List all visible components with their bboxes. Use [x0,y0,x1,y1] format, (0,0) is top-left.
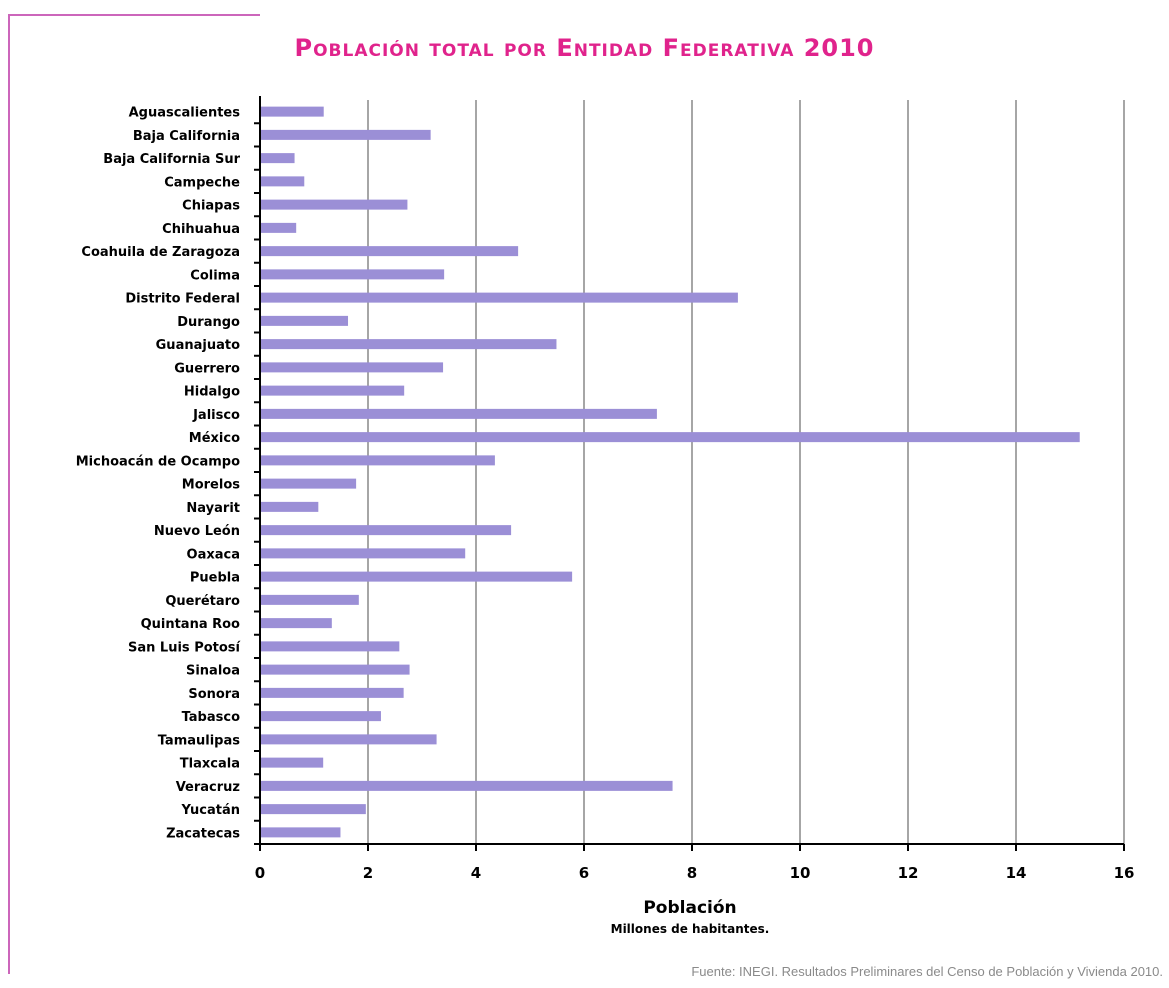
bar-6 [261,246,519,257]
bar-30 [261,804,366,815]
bar-8 [261,292,738,303]
source-note: Fuente: INEGI. Resultados Preliminares d… [691,964,1163,979]
x-tick-label-16: 16 [1114,864,1135,882]
x-tick-labels: 0 2 4 6 8 10 12 14 16 [255,864,1135,882]
category-label-18: Nuevo León [154,524,240,539]
x-axis-subtitle: Millones de habitantes. [610,922,770,936]
chart-title: Población total por Entidad Federativa 2… [294,34,875,62]
bar-13 [261,408,657,419]
bar-15 [261,455,495,466]
category-label-2: Baja California Sur [103,152,240,167]
bar-18 [261,525,512,536]
category-label-3: Campeche [164,175,240,190]
category-label-24: Sinaloa [186,664,240,679]
category-label-5: Chihuahua [162,222,240,237]
bar-12 [261,385,405,396]
category-label-14: México [189,431,240,446]
category-label-20: Puebla [190,571,240,586]
category-label-1: Baja California [133,129,240,144]
x-tick-label-4: 4 [471,864,481,882]
x-tick-label-0: 0 [255,864,265,882]
bar-28 [261,757,324,768]
bar-14 [261,432,1080,443]
bar-11 [261,362,444,373]
x-tick-label-14: 14 [1006,864,1027,882]
bar-31 [261,827,341,838]
category-labels: Aguascalientes Baja California Baja Califo… [76,106,242,842]
bar-2 [261,153,295,164]
bar-27 [261,734,437,745]
gridlines [367,100,1125,844]
bar-3 [261,176,305,187]
bar-4 [261,199,408,210]
category-label-31: Zacatecas [166,826,240,841]
category-label-11: Guerrero [174,361,240,376]
bars [261,106,1080,838]
bar-21 [261,594,359,605]
bar-25 [261,687,404,698]
category-label-15: Michoacán de Ocampo [76,454,240,469]
category-label-7: Colima [190,268,240,283]
category-label-4: Chiapas [182,199,240,214]
category-label-8: Distrito Federal [125,292,240,307]
category-label-30: Yucatán [181,803,240,818]
category-label-26: Tabasco [182,710,240,725]
bar-26 [261,711,381,722]
category-label-29: Veracruz [176,780,240,795]
x-tick-label-12: 12 [898,864,919,882]
frame-top-line [8,14,260,16]
bar-17 [261,501,319,512]
category-label-0: Aguascalientes [129,106,241,121]
x-tick-label-10: 10 [790,864,811,882]
category-label-10: Guanajuato [156,338,240,353]
bar-24 [261,664,410,675]
bar-0 [261,106,324,117]
bar-20 [261,571,573,582]
bar-5 [261,222,297,233]
x-tick-label-2: 2 [363,864,373,882]
bar-7 [261,269,445,280]
category-label-17: Nayarit [186,501,240,516]
x-tick-label-6: 6 [579,864,589,882]
category-label-21: Querétaro [165,594,240,609]
bar-9 [261,315,349,326]
category-label-28: Tlaxcala [180,757,240,772]
x-tick-label-8: 8 [687,864,697,882]
bar-23 [261,641,400,652]
category-label-12: Hidalgo [184,385,240,400]
x-axis-title: Población [643,898,737,918]
category-label-16: Morelos [182,478,240,493]
category-label-27: Tamaulipas [158,733,241,748]
category-label-25: Sonora [188,687,240,702]
category-label-23: San Luis Potosí [128,640,242,655]
bar-29 [261,780,673,791]
bar-1 [261,129,431,140]
frame-left-line [8,14,10,974]
bar-19 [261,548,466,559]
category-label-13: Jalisco [192,408,240,423]
category-label-19: Oaxaca [187,547,240,562]
category-label-6: Coahuila de Zaragoza [81,245,240,260]
category-label-22: Quintana Roo [141,617,240,632]
axes [254,96,1125,851]
bar-22 [261,618,332,629]
category-label-9: Durango [177,315,240,330]
bar-16 [261,478,357,489]
bar-10 [261,339,557,350]
